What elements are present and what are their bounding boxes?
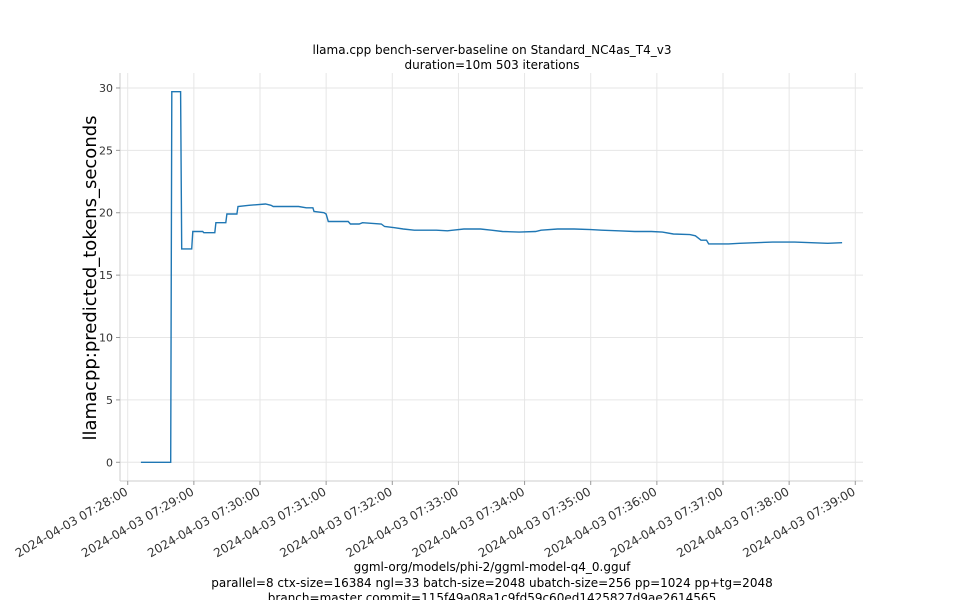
x-axis-label-branch: branch=master commit=115f49a08a1c9fd59c6… xyxy=(268,591,716,600)
x-tick-label: 2024-04-03 07:35:00 xyxy=(476,484,593,560)
y-tick-label: 20 xyxy=(99,207,113,220)
x-tick-label: 2024-04-03 07:30:00 xyxy=(145,484,262,560)
y-tick-label: 5 xyxy=(106,394,113,407)
x-tick-label: 2024-04-03 07:39:00 xyxy=(740,484,857,560)
x-tick-label: 2024-04-03 07:37:00 xyxy=(608,484,725,560)
y-tick-label: 25 xyxy=(99,144,113,157)
chart-subtitle: duration=10m 503 iterations xyxy=(405,58,580,72)
x-tick-label: 2024-04-03 07:34:00 xyxy=(410,484,527,560)
y-ticks: 0 5 10 15 20 25 30 xyxy=(99,82,120,469)
x-axis-label-model: ggml-org/models/phi-2/ggml-model-q4_0.gg… xyxy=(354,560,632,574)
x-tick-label: 2024-04-03 07:29:00 xyxy=(79,484,196,560)
y-tick-label: 30 xyxy=(99,82,113,95)
chart-title: llama.cpp bench-server-baseline on Stand… xyxy=(313,43,672,57)
x-tick-label: 2024-04-03 07:36:00 xyxy=(542,484,659,560)
series-line xyxy=(140,91,843,463)
x-tick-label: 2024-04-03 07:33:00 xyxy=(344,484,461,560)
y-axis-label: llamacpp:predicted_tokens_seconds xyxy=(80,115,101,440)
x-axis-label-params: parallel=8 ctx-size=16384 ngl=33 batch-s… xyxy=(211,576,772,590)
y-tick-label: 10 xyxy=(99,332,113,345)
x-tick-label: 2024-04-03 07:32:00 xyxy=(277,484,394,560)
y-tick-label: 0 xyxy=(106,456,113,469)
grid xyxy=(120,73,863,481)
x-tick-label: 2024-04-03 07:31:00 xyxy=(211,484,328,560)
y-tick-label: 15 xyxy=(99,269,113,282)
x-tick-label: 2024-04-03 07:38:00 xyxy=(674,484,791,560)
x-tick-label: 2024-04-03 07:28:00 xyxy=(13,484,130,560)
